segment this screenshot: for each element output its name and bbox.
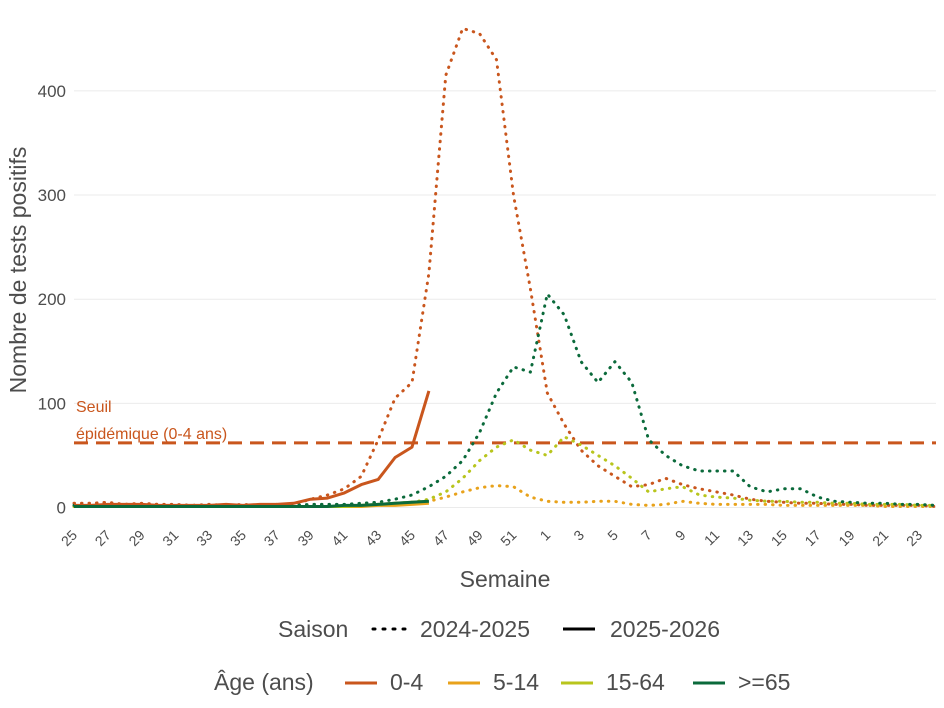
x-tick-label: 7	[638, 527, 655, 544]
x-tick-label: 39	[294, 527, 316, 549]
threshold: Seuil épidémique (0-4 ans)	[74, 399, 936, 445]
x-tick-label: 15	[768, 527, 790, 549]
x-axis-title: Semaine	[460, 566, 551, 592]
series-lines	[72, 26, 938, 508]
y-tick-label: 0	[57, 499, 66, 518]
x-tick-label: 51	[497, 527, 519, 549]
x-tick-label: 47	[430, 527, 452, 549]
legend-age-title: Âge (ans)	[214, 669, 314, 695]
legend-age-item-5-14: 5-14	[493, 669, 539, 695]
legend-season-title: Saison	[278, 616, 348, 642]
x-tick-label: 43	[362, 527, 384, 549]
x-tick-label: 11	[701, 527, 723, 549]
series-line-2024-2025-15-64	[72, 435, 938, 508]
x-tick-label: 23	[903, 527, 925, 549]
x-tick-label: 9	[672, 527, 689, 544]
threshold-label-line1: Seuil	[76, 399, 112, 416]
y-axis-ticks: 0 100 200 300 400	[38, 82, 66, 518]
legend-season: Saison 2024-2025 2025-2026	[278, 616, 720, 642]
threshold-label-line2: épidémique (0-4 ans)	[76, 426, 227, 443]
legend-age-item-15-64: 15-64	[606, 669, 665, 695]
x-tick-label: 17	[801, 527, 823, 549]
x-tick-label: 49	[463, 527, 485, 549]
x-axis-ticks: 25 27 29 31 33 35 37 39 41 43 45 47 49 51 1 3 5 7 9 11 13 15 1…	[58, 527, 926, 549]
x-tick-label: 21	[869, 527, 891, 549]
x-tick-label: 45	[396, 527, 418, 549]
legend-age-item-0-4: 0-4	[390, 669, 423, 695]
y-tick-label: 100	[38, 394, 66, 413]
legend-age-item-65-plus: >=65	[738, 669, 790, 695]
x-tick-label: 27	[92, 527, 114, 549]
x-tick-label: 1	[537, 527, 554, 544]
x-tick-label: 13	[734, 527, 756, 549]
series-line-2024-2025-ge65	[72, 292, 938, 507]
legend-age: Âge (ans) 0-4 5-14 15-64 >=65	[214, 669, 790, 695]
y-axis-title: Nombre de tests positifs	[5, 147, 31, 394]
x-tick-label: 29	[125, 527, 147, 549]
x-tick-label: 41	[328, 527, 350, 549]
y-tick-label: 400	[38, 82, 66, 101]
x-tick-label: 5	[604, 527, 621, 544]
series-line-2025-2026-ge65	[74, 499, 429, 508]
legend-season-item-2024-2025: 2024-2025	[420, 616, 530, 642]
legend-season-item-2025-2026: 2025-2026	[610, 616, 720, 642]
grid-lines	[74, 90, 936, 509]
series-line-2025-2026-0-4	[74, 390, 431, 507]
x-tick-label: 31	[159, 527, 181, 549]
x-tick-label: 35	[227, 527, 249, 549]
y-tick-label: 200	[38, 290, 66, 309]
x-tick-label: 19	[835, 527, 857, 549]
y-tick-label: 300	[38, 186, 66, 205]
x-tick-label: 25	[58, 527, 80, 549]
x-tick-label: 33	[193, 527, 215, 549]
x-tick-label: 3	[570, 527, 587, 544]
x-tick-label: 37	[261, 527, 283, 549]
